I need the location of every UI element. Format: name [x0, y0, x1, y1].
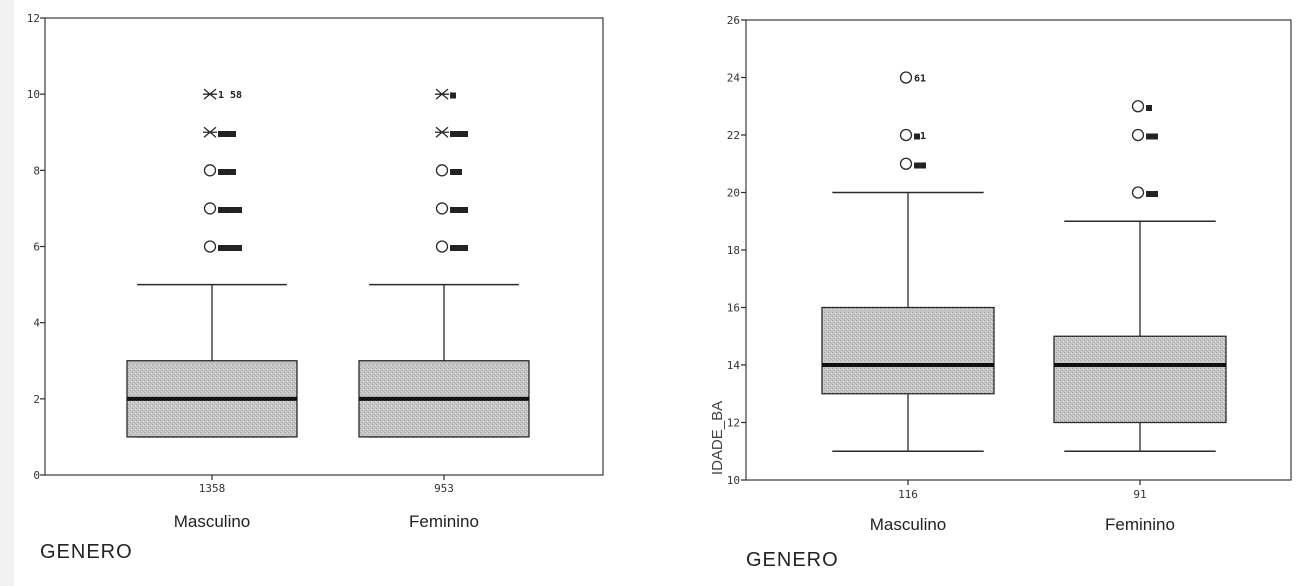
outlier-label: ■■■	[450, 243, 468, 254]
outlier-circle	[435, 164, 449, 177]
boxplot-right: 10 12 14 16 18 20 22 24 26 116 Masculino 91 Feminin…	[709, 14, 1292, 534]
outlier-label: ■1	[914, 131, 926, 142]
category-label: Masculino	[174, 512, 251, 531]
n-label: 116	[898, 488, 918, 501]
y-tick-label: 26	[727, 14, 740, 27]
y-tick-label: 12	[27, 12, 40, 25]
outlier-circle	[899, 157, 913, 170]
outlier-circle	[435, 202, 449, 215]
outlier-label: ■■■	[450, 128, 468, 139]
outlier-label: ■■■	[450, 204, 468, 215]
outlier-circle	[1131, 186, 1145, 199]
outlier-label: 1 58	[218, 90, 242, 101]
outlier-label: ■■■■	[218, 243, 242, 254]
x-axis-right: 116 Masculino 91 Feminino	[870, 480, 1175, 534]
y-tick-label: 22	[727, 129, 740, 142]
outlier-circle	[899, 71, 913, 84]
y-axis-right: 10 12 14 16 18 20 22 24 26	[727, 14, 746, 487]
outlier-circle	[899, 128, 913, 142]
iqr-box	[1053, 335, 1227, 424]
x-axis-left: 1358 Masculino 953 Feminino	[174, 475, 479, 531]
outlier-circle	[203, 202, 217, 215]
outlier-label: ■	[450, 90, 456, 101]
boxes-left: ■■■■■■■■■■■■■■1 58■■■■■■■■■■■■	[126, 88, 530, 438]
outlier-label: ■■■	[218, 166, 236, 177]
y-tick-label: 18	[727, 244, 740, 257]
outlier-label: 61	[914, 74, 926, 85]
category-label: Feminino	[1105, 515, 1175, 534]
y-tick-label: 6	[33, 241, 40, 254]
y-tick-label: 12	[727, 417, 740, 430]
outlier-label: ■■■	[218, 128, 236, 139]
y-tick-label: 10	[27, 88, 40, 101]
boxes-right: ■■■161■■■■■	[821, 71, 1227, 452]
category-label: Feminino	[409, 512, 479, 531]
category-label: Masculino	[870, 515, 947, 534]
outlier-star	[203, 88, 217, 100]
outlier-star	[435, 88, 449, 100]
y-tick-label: 8	[33, 164, 40, 177]
outlier-circle	[203, 240, 217, 253]
y-tick-label: 24	[727, 72, 741, 85]
outlier-label: ■■	[450, 166, 462, 177]
y-tick-label: 4	[33, 317, 40, 330]
y-tick-label: 0	[33, 469, 40, 482]
y-axis-label-right: IDADE_BA	[709, 401, 726, 475]
n-label: 953	[434, 482, 454, 495]
y-axis-left: 0 2 4 6 8 10 12	[27, 12, 45, 482]
outlier-circle	[435, 240, 449, 253]
outlier-label: ■■	[1146, 131, 1158, 142]
y-tick-label: 14	[727, 359, 741, 372]
y-tick-label: 2	[33, 393, 40, 406]
iqr-box	[821, 306, 995, 395]
n-label: 1358	[199, 482, 226, 495]
x-axis-title-right: GENERO	[746, 549, 839, 571]
x-axis-title-left: GENERO	[40, 541, 133, 563]
outlier-star	[435, 126, 449, 138]
outlier-circle	[1131, 100, 1145, 113]
outlier-label: ■	[1146, 102, 1152, 113]
outlier-label: ■■	[914, 160, 926, 171]
outlier-star	[203, 126, 217, 138]
outlier-circle	[203, 164, 217, 177]
outlier-label: ■■	[1146, 189, 1158, 200]
y-tick-label: 16	[727, 302, 740, 315]
outlier-label: ■■■■	[218, 204, 242, 215]
y-tick-label: 10	[727, 474, 740, 487]
n-label: 91	[1133, 488, 1146, 501]
y-tick-label: 20	[727, 187, 740, 200]
outlier-circle	[1131, 128, 1145, 142]
